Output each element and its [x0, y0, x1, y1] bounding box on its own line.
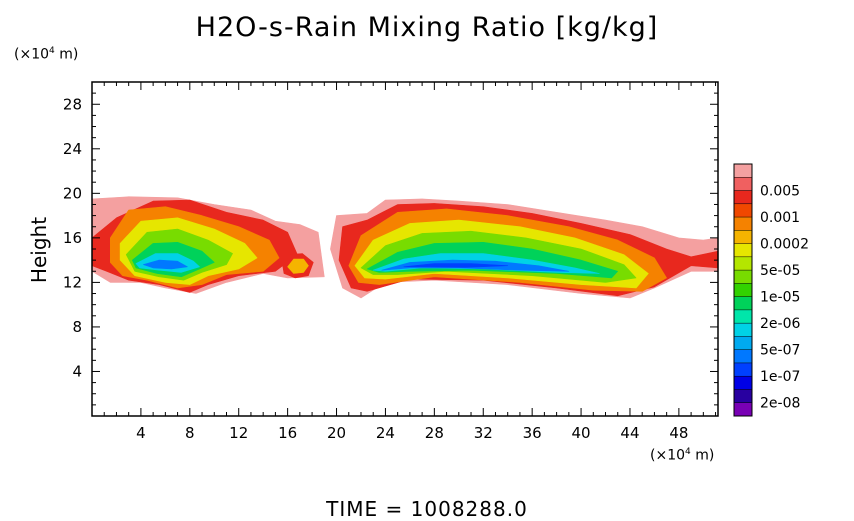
legend-swatch — [734, 190, 752, 205]
y-tick-label: 12 — [63, 273, 82, 291]
contour-region-2 — [282, 253, 314, 279]
legend-label: 2e-08 — [760, 396, 800, 412]
x-axis-unit: (×104 m) — [650, 447, 715, 464]
x-tick-label: 36 — [523, 424, 542, 442]
legend-swatch — [734, 177, 752, 191]
x-tick-label: 8 — [185, 424, 195, 442]
time-footer: TIME = 1008288.0 — [326, 497, 528, 521]
legend-label: 1e-05 — [760, 290, 800, 306]
x-tick-label: 44 — [620, 424, 639, 442]
legend-label: 0.001 — [760, 210, 800, 226]
legend-swatch — [734, 309, 752, 324]
y-tick-label: 24 — [63, 140, 82, 158]
legend-swatch — [734, 164, 752, 178]
y-tick-label: 4 — [72, 362, 82, 380]
legend-swatch — [734, 362, 752, 377]
contour-region-3 — [330, 198, 718, 299]
legend-swatch — [734, 203, 752, 218]
legend-label: 5e-05 — [760, 263, 800, 279]
contour-band-3-9 — [403, 263, 509, 268]
legend-swatch — [734, 217, 752, 231]
x-tick-label: 12 — [229, 424, 248, 442]
legend-swatch — [734, 296, 752, 311]
x-tick-label: 28 — [425, 424, 444, 442]
legend-swatch — [734, 323, 752, 337]
x-tick-label: 16 — [278, 424, 297, 442]
legend-swatch — [734, 243, 752, 258]
x-tick-label: 4 — [136, 424, 146, 442]
legend-label: 0.0002 — [760, 237, 809, 253]
legend-swatch — [734, 349, 752, 364]
legend-swatch — [734, 256, 752, 271]
x-tick-label: 20 — [327, 424, 346, 442]
y-axis-label: Height — [27, 216, 51, 284]
legend-swatch — [734, 389, 752, 404]
legend-frame — [733, 163, 753, 417]
y-tick-label: 16 — [63, 229, 82, 247]
legend-swatch — [734, 376, 752, 390]
x-tick-label: 48 — [669, 424, 688, 442]
legend-label: 5e-07 — [760, 343, 800, 359]
legend-swatch — [734, 230, 752, 244]
legend-swatch — [734, 270, 752, 284]
legend-swatch — [734, 336, 752, 351]
legend-swatch — [734, 283, 752, 298]
x-tick-label: 32 — [474, 424, 493, 442]
y-tick-label: 8 — [72, 318, 82, 336]
contour-region-1 — [92, 196, 325, 294]
contour-band-1-8 — [143, 259, 188, 270]
legend-swatch — [734, 402, 752, 417]
y-tick-label: 20 — [63, 184, 82, 202]
contour-band-2-2 — [287, 258, 309, 274]
x-tick-label: 40 — [572, 424, 591, 442]
chart-title: H2O-s-Rain Mixing Ratio [kg/kg] — [195, 12, 659, 43]
y-tick-label: 28 — [63, 95, 82, 113]
color-legend: 0.005 0.001 0.0002 5e-05 1e-05 2e-06 5e-07 1e-0… — [733, 163, 809, 417]
legend-label: 1e-07 — [760, 369, 800, 385]
y-axis-unit: (×104 m) — [14, 46, 79, 63]
contour-fields — [92, 196, 718, 299]
legend-label: 2e-06 — [760, 316, 800, 332]
legend-label: 0.005 — [760, 184, 800, 200]
x-tick-label: 24 — [376, 424, 395, 442]
